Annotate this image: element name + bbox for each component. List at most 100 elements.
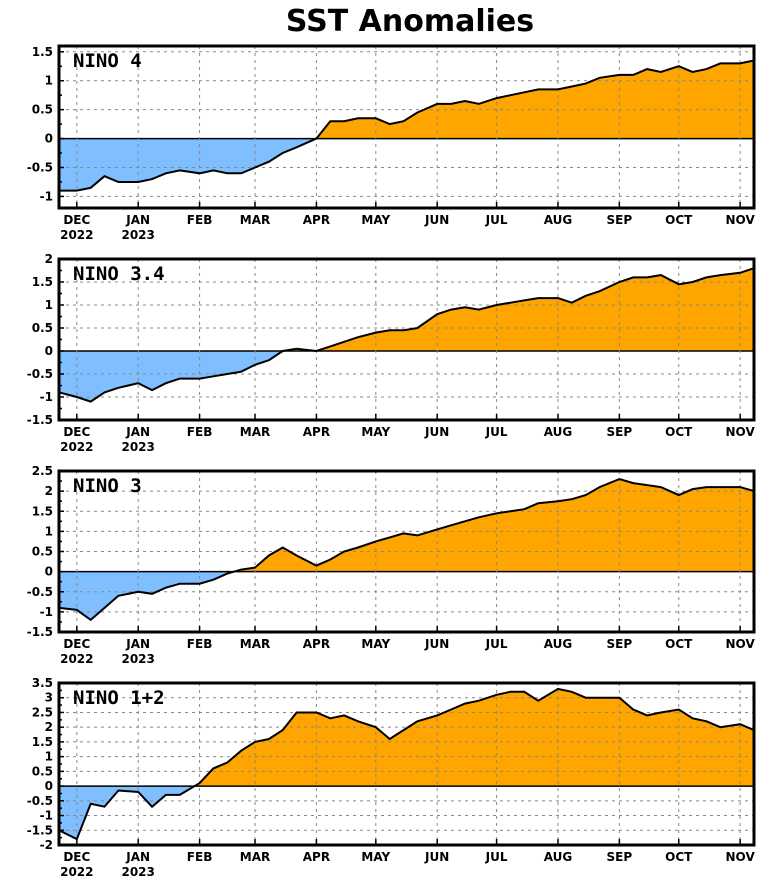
y-tick-label: 0 (45, 565, 53, 579)
y-tick-label: -1.5 (27, 823, 53, 837)
y-tick-label: 1.5 (32, 275, 53, 289)
y-tick-label: 3.5 (32, 676, 53, 690)
y-tick-label: 3 (45, 691, 53, 705)
y-tick-label: -1 (40, 809, 53, 823)
x-tick-label: JAN (125, 850, 150, 864)
x-tick-label: SEP (607, 213, 633, 227)
x-tick-label: MAR (240, 213, 270, 227)
y-tick-label: -1 (40, 189, 53, 203)
y-tick-label: -0.5 (27, 367, 53, 381)
x-tick-label: SEP (607, 425, 633, 439)
x-tick-label: AUG (544, 637, 573, 651)
x-tick-label: DEC (63, 637, 90, 651)
x-tick-label: FEB (187, 637, 213, 651)
y-tick-label: 2.5 (32, 705, 53, 719)
panel-title: NINO 3.4 (73, 263, 165, 285)
y-tick-label: 1 (45, 298, 53, 312)
figure-title: SST Anomalies (285, 4, 535, 39)
x-tick-year-label: 2022 (60, 228, 93, 242)
y-tick-label: 2 (45, 484, 53, 498)
x-tick-label: FEB (187, 850, 213, 864)
y-tick-label: 1.5 (32, 45, 53, 59)
x-tick-label: JAN (125, 213, 150, 227)
x-tick-label: APR (303, 425, 330, 439)
x-tick-label: NOV (726, 213, 756, 227)
y-tick-label: -0.5 (27, 161, 53, 175)
y-tick-label: 0 (45, 132, 53, 146)
y-tick-label: -0.5 (27, 794, 53, 808)
y-tick-label: 1 (45, 524, 53, 538)
y-tick-label: -1 (40, 605, 53, 619)
x-tick-label: NOV (726, 637, 756, 651)
y-tick-label: -1.5 (27, 413, 53, 427)
y-tick-label: 1.5 (32, 735, 53, 749)
x-tick-label: JUN (424, 850, 449, 864)
x-tick-label: JAN (125, 637, 150, 651)
x-tick-label: APR (303, 213, 330, 227)
panel-title: NINO 1+2 (73, 687, 165, 709)
x-tick-label: JUL (485, 425, 508, 439)
y-tick-label: -1 (40, 390, 53, 404)
x-tick-year-label: 2022 (60, 652, 93, 666)
x-tick-label: DEC (63, 425, 90, 439)
x-tick-label: OCT (665, 425, 693, 439)
y-tick-label: 1.5 (32, 504, 53, 518)
x-tick-label: SEP (607, 637, 633, 651)
x-tick-label: MAY (361, 213, 390, 227)
x-tick-label: OCT (665, 213, 693, 227)
y-tick-label: 1 (45, 750, 53, 764)
y-tick-label: 0.5 (32, 321, 53, 335)
y-tick-label: 2.5 (32, 464, 53, 478)
x-tick-label: JAN (125, 425, 150, 439)
x-tick-label: AUG (544, 213, 573, 227)
x-tick-label: AUG (544, 850, 573, 864)
y-tick-label: -0.5 (27, 585, 53, 599)
series-line (59, 478, 754, 622)
x-tick-label: MAY (361, 425, 390, 439)
x-tick-label: DEC (63, 213, 90, 227)
series-line (59, 59, 754, 192)
panel-title: NINO 3 (73, 475, 142, 497)
y-tick-label: 1 (45, 74, 53, 88)
y-tick-label: -1.5 (27, 625, 53, 639)
negative-anomaly-area (59, 351, 754, 402)
x-tick-label: JUL (485, 850, 508, 864)
x-tick-label: OCT (665, 850, 693, 864)
positive-anomaly-area (316, 60, 754, 139)
y-tick-label: 2 (45, 252, 53, 266)
y-tick-label: 0.5 (32, 764, 53, 778)
x-tick-label: OCT (665, 637, 693, 651)
panel-title: NINO 4 (73, 50, 142, 72)
positive-anomaly-area (194, 688, 754, 787)
x-tick-label: APR (303, 850, 330, 864)
x-tick-label: APR (303, 637, 330, 651)
y-tick-label: 0.5 (32, 545, 53, 559)
series-line (59, 267, 754, 403)
y-tick-label: 0 (45, 344, 53, 358)
x-tick-year-label: 2023 (121, 652, 154, 666)
y-tick-label: 0.5 (32, 103, 53, 117)
x-tick-year-label: 2023 (121, 228, 154, 242)
x-tick-year-label: 2023 (121, 865, 154, 879)
x-tick-label: FEB (187, 213, 213, 227)
x-tick-year-label: 2022 (60, 865, 93, 879)
negative-anomaly-area (59, 138, 754, 191)
x-tick-label: MAR (240, 850, 270, 864)
x-tick-year-label: 2022 (60, 440, 93, 454)
x-tick-label: JUN (424, 213, 449, 227)
x-tick-label: JUL (485, 637, 508, 651)
y-tick-label: 2 (45, 720, 53, 734)
x-tick-year-label: 2023 (121, 440, 154, 454)
x-tick-label: MAY (361, 850, 390, 864)
x-tick-label: DEC (63, 850, 90, 864)
x-tick-label: AUG (544, 425, 573, 439)
x-tick-label: MAR (240, 637, 270, 651)
y-tick-label: -2 (40, 838, 53, 852)
x-tick-label: JUN (424, 637, 449, 651)
